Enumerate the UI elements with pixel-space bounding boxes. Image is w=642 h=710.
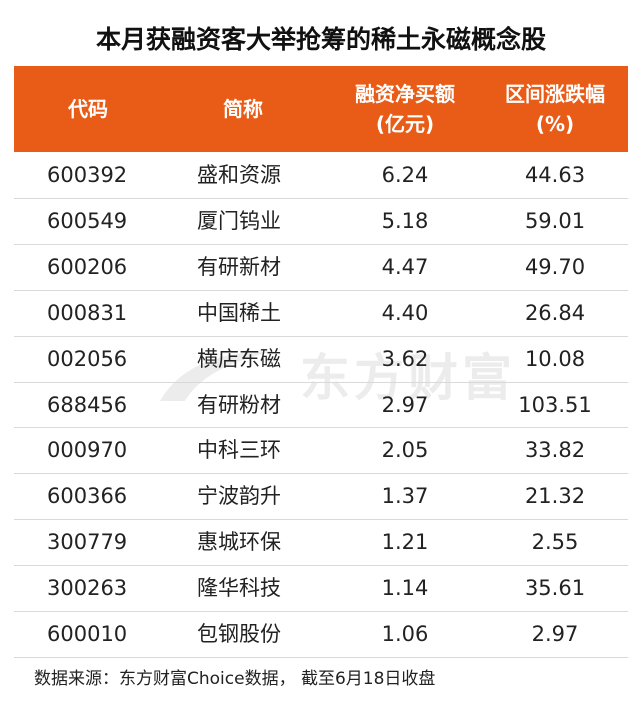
table-cell: 300263	[47, 576, 128, 601]
row-divider	[14, 243, 628, 245]
row-divider	[14, 197, 628, 199]
table-cell: 49.70	[524, 254, 586, 279]
table-cell: 600206	[47, 254, 128, 279]
header-cell: (亿元)	[375, 112, 435, 136]
table-cell: 6.24	[381, 163, 429, 187]
table-cell: 26.84	[524, 300, 586, 325]
header-cell: 代码	[68, 97, 108, 121]
table-cell: 300779	[47, 530, 128, 555]
table-cell: 2.97	[531, 622, 579, 646]
table-cell: 002056	[47, 346, 128, 371]
table-cell: 600392	[47, 163, 128, 187]
title: 本月获融资客大举抢筹的稀土永磁概念股	[95, 25, 546, 54]
table-cell: 21.32	[524, 484, 586, 509]
table-cell: 隆华科技	[197, 576, 281, 601]
table-cell: 10.08	[524, 346, 586, 371]
row-divider	[14, 335, 628, 337]
row-divider	[14, 519, 628, 521]
table-cell: 横店东磁	[197, 346, 281, 371]
table-cell: 4.40	[381, 300, 429, 325]
table-cell: 4.47	[381, 254, 429, 279]
row-divider	[14, 656, 628, 658]
row-divider	[14, 427, 628, 429]
source-note: 数据来源：东方财富Choice数据， 截至6月18日收盘	[34, 669, 436, 689]
table-cell: 惠城环保	[197, 530, 281, 555]
row-divider	[14, 473, 628, 475]
table-cell: 2.55	[531, 530, 579, 555]
table-cell: 600010	[47, 622, 128, 646]
header-cell: 区间涨跌幅	[505, 82, 605, 106]
table-cell: 2.97	[381, 392, 429, 417]
table-cell: 600549	[47, 208, 128, 233]
table-cell: 有研粉材	[197, 392, 281, 417]
table-cell: 59.01	[524, 208, 586, 233]
watermark-logo	[160, 351, 275, 401]
table-cell: 33.82	[524, 438, 586, 463]
table-cell: 中科三环	[197, 438, 281, 463]
table-cell: 35.61	[524, 576, 586, 601]
table-cell: 盛和资源	[197, 163, 281, 187]
table-cell: 1.06	[381, 622, 429, 646]
table-cell: 3.62	[381, 346, 429, 371]
table-cell: 1.21	[381, 530, 429, 555]
table-cell: 44.63	[524, 163, 586, 187]
table-cell: 000831	[47, 300, 128, 325]
header-cell: 融资净买额	[355, 82, 455, 106]
table-header	[14, 66, 628, 152]
watermark: 东方财富	[300, 349, 516, 407]
table-cell: 5.18	[381, 208, 429, 233]
header-cell: 简称	[223, 97, 263, 121]
row-divider	[14, 565, 628, 567]
table-cell: 厦门钨业	[197, 208, 281, 233]
table-cell: 1.14	[381, 576, 429, 601]
table-cell: 有研新材	[197, 254, 281, 279]
row-divider	[14, 289, 628, 291]
row-divider	[14, 381, 628, 383]
table-cell: 宁波韵升	[197, 484, 281, 509]
table-cell: 103.51	[518, 392, 592, 417]
table-cell: 1.37	[381, 484, 429, 509]
table-cell: 600366	[47, 484, 128, 509]
header-cell: (%)	[535, 112, 575, 136]
table-cell: 000970	[47, 438, 128, 463]
table-cell: 688456	[47, 392, 128, 417]
table-cell: 包钢股份	[197, 622, 281, 646]
table-cell: 2.05	[381, 438, 429, 463]
row-divider	[14, 611, 628, 612]
table-cell: 中国稀土	[197, 300, 281, 325]
